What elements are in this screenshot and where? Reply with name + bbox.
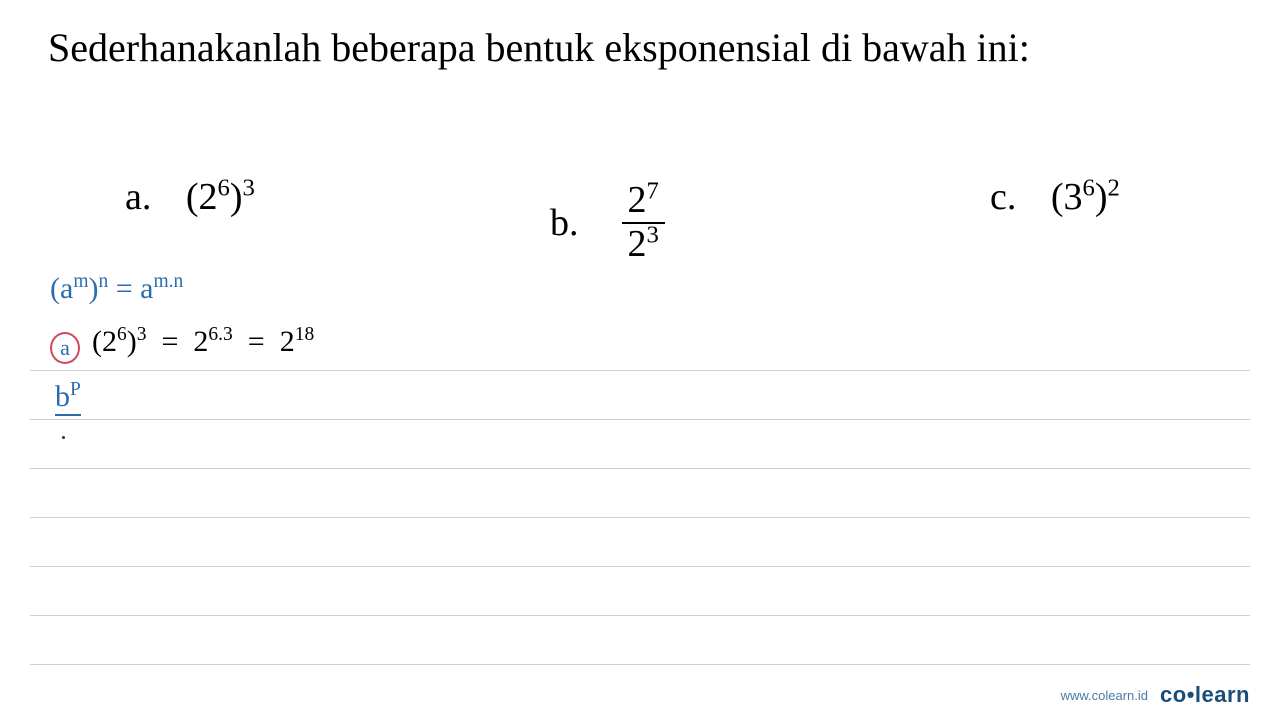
- work-a-p2-exp: 6.3: [208, 324, 232, 345]
- problem-b-num-base: 2: [628, 179, 647, 221]
- problem-c-base: 3: [1064, 176, 1083, 218]
- work-a-p3-base: 2: [280, 325, 295, 358]
- formula-lhs-exp1: m: [73, 271, 88, 292]
- handwritten-b: bP: [55, 380, 81, 416]
- hw-b-exp: P: [70, 379, 81, 400]
- question-title: Sederhanakanlah beberapa bentuk eksponen…: [48, 18, 1148, 78]
- formula-rhs-base: a: [140, 272, 153, 305]
- handwritten-a-circle: a: [50, 332, 80, 364]
- hw-b-base: b: [55, 380, 70, 413]
- formula-rhs-exp: m.n: [154, 271, 184, 292]
- footer-logo: co•learn: [1160, 682, 1250, 708]
- problem-b-den-exp: 3: [647, 221, 659, 248]
- ruled-line: [30, 371, 1250, 420]
- circle-label: a: [60, 335, 70, 361]
- work-a-p3-exp: 18: [295, 324, 315, 345]
- logo-part2: learn: [1195, 682, 1250, 707]
- work-a-p1-base: 2: [102, 325, 117, 358]
- work-a-p1-exp1: 6: [117, 324, 127, 345]
- problem-a-base: 2: [199, 176, 218, 218]
- work-a-p2-base: 2: [193, 325, 208, 358]
- problem-a-expr: (26)3: [186, 176, 255, 218]
- problem-b-den-base: 2: [628, 223, 647, 265]
- ruled-line: [30, 518, 1250, 567]
- problem-b: b. 27 23: [550, 180, 665, 266]
- problem-a-exp2: 3: [243, 174, 255, 201]
- problem-a-label: a.: [125, 176, 151, 218]
- problem-c-expr: (36)2: [1051, 176, 1120, 218]
- logo-part1: co: [1160, 682, 1187, 707]
- problem-c-label: c.: [990, 176, 1016, 218]
- handwritten-formula: (am)n = am.n: [50, 272, 183, 306]
- footer-url: www.colearn.id: [1061, 688, 1148, 703]
- problem-c: c. (36)2: [990, 175, 1120, 219]
- problem-b-num-exp: 7: [647, 177, 659, 204]
- work-a-p1-exp2: 3: [137, 324, 147, 345]
- formula-lhs-base: a: [60, 272, 73, 305]
- handwritten-work-a: (26)3 = 26.3 = 218: [92, 325, 314, 359]
- formula-lhs-exp2: n: [99, 271, 109, 292]
- ruled-line: [30, 567, 1250, 616]
- footer: www.colearn.id co•learn: [1061, 682, 1250, 708]
- problem-c-exp1: 6: [1083, 174, 1095, 201]
- problem-a-exp1: 6: [218, 174, 230, 201]
- ruled-line: [30, 616, 1250, 665]
- problem-c-exp2: 2: [1108, 174, 1120, 201]
- problem-b-numerator: 27: [622, 180, 665, 224]
- ruled-line: [30, 469, 1250, 518]
- logo-dot: •: [1187, 682, 1195, 707]
- small-dot: [62, 436, 65, 439]
- ruled-line: [30, 420, 1250, 469]
- problem-b-denominator: 23: [622, 224, 665, 266]
- ruled-lines: [30, 322, 1250, 665]
- problem-b-fraction: 27 23: [622, 180, 665, 266]
- problem-b-label: b.: [550, 201, 579, 245]
- problem-a: a. (26)3: [125, 175, 255, 219]
